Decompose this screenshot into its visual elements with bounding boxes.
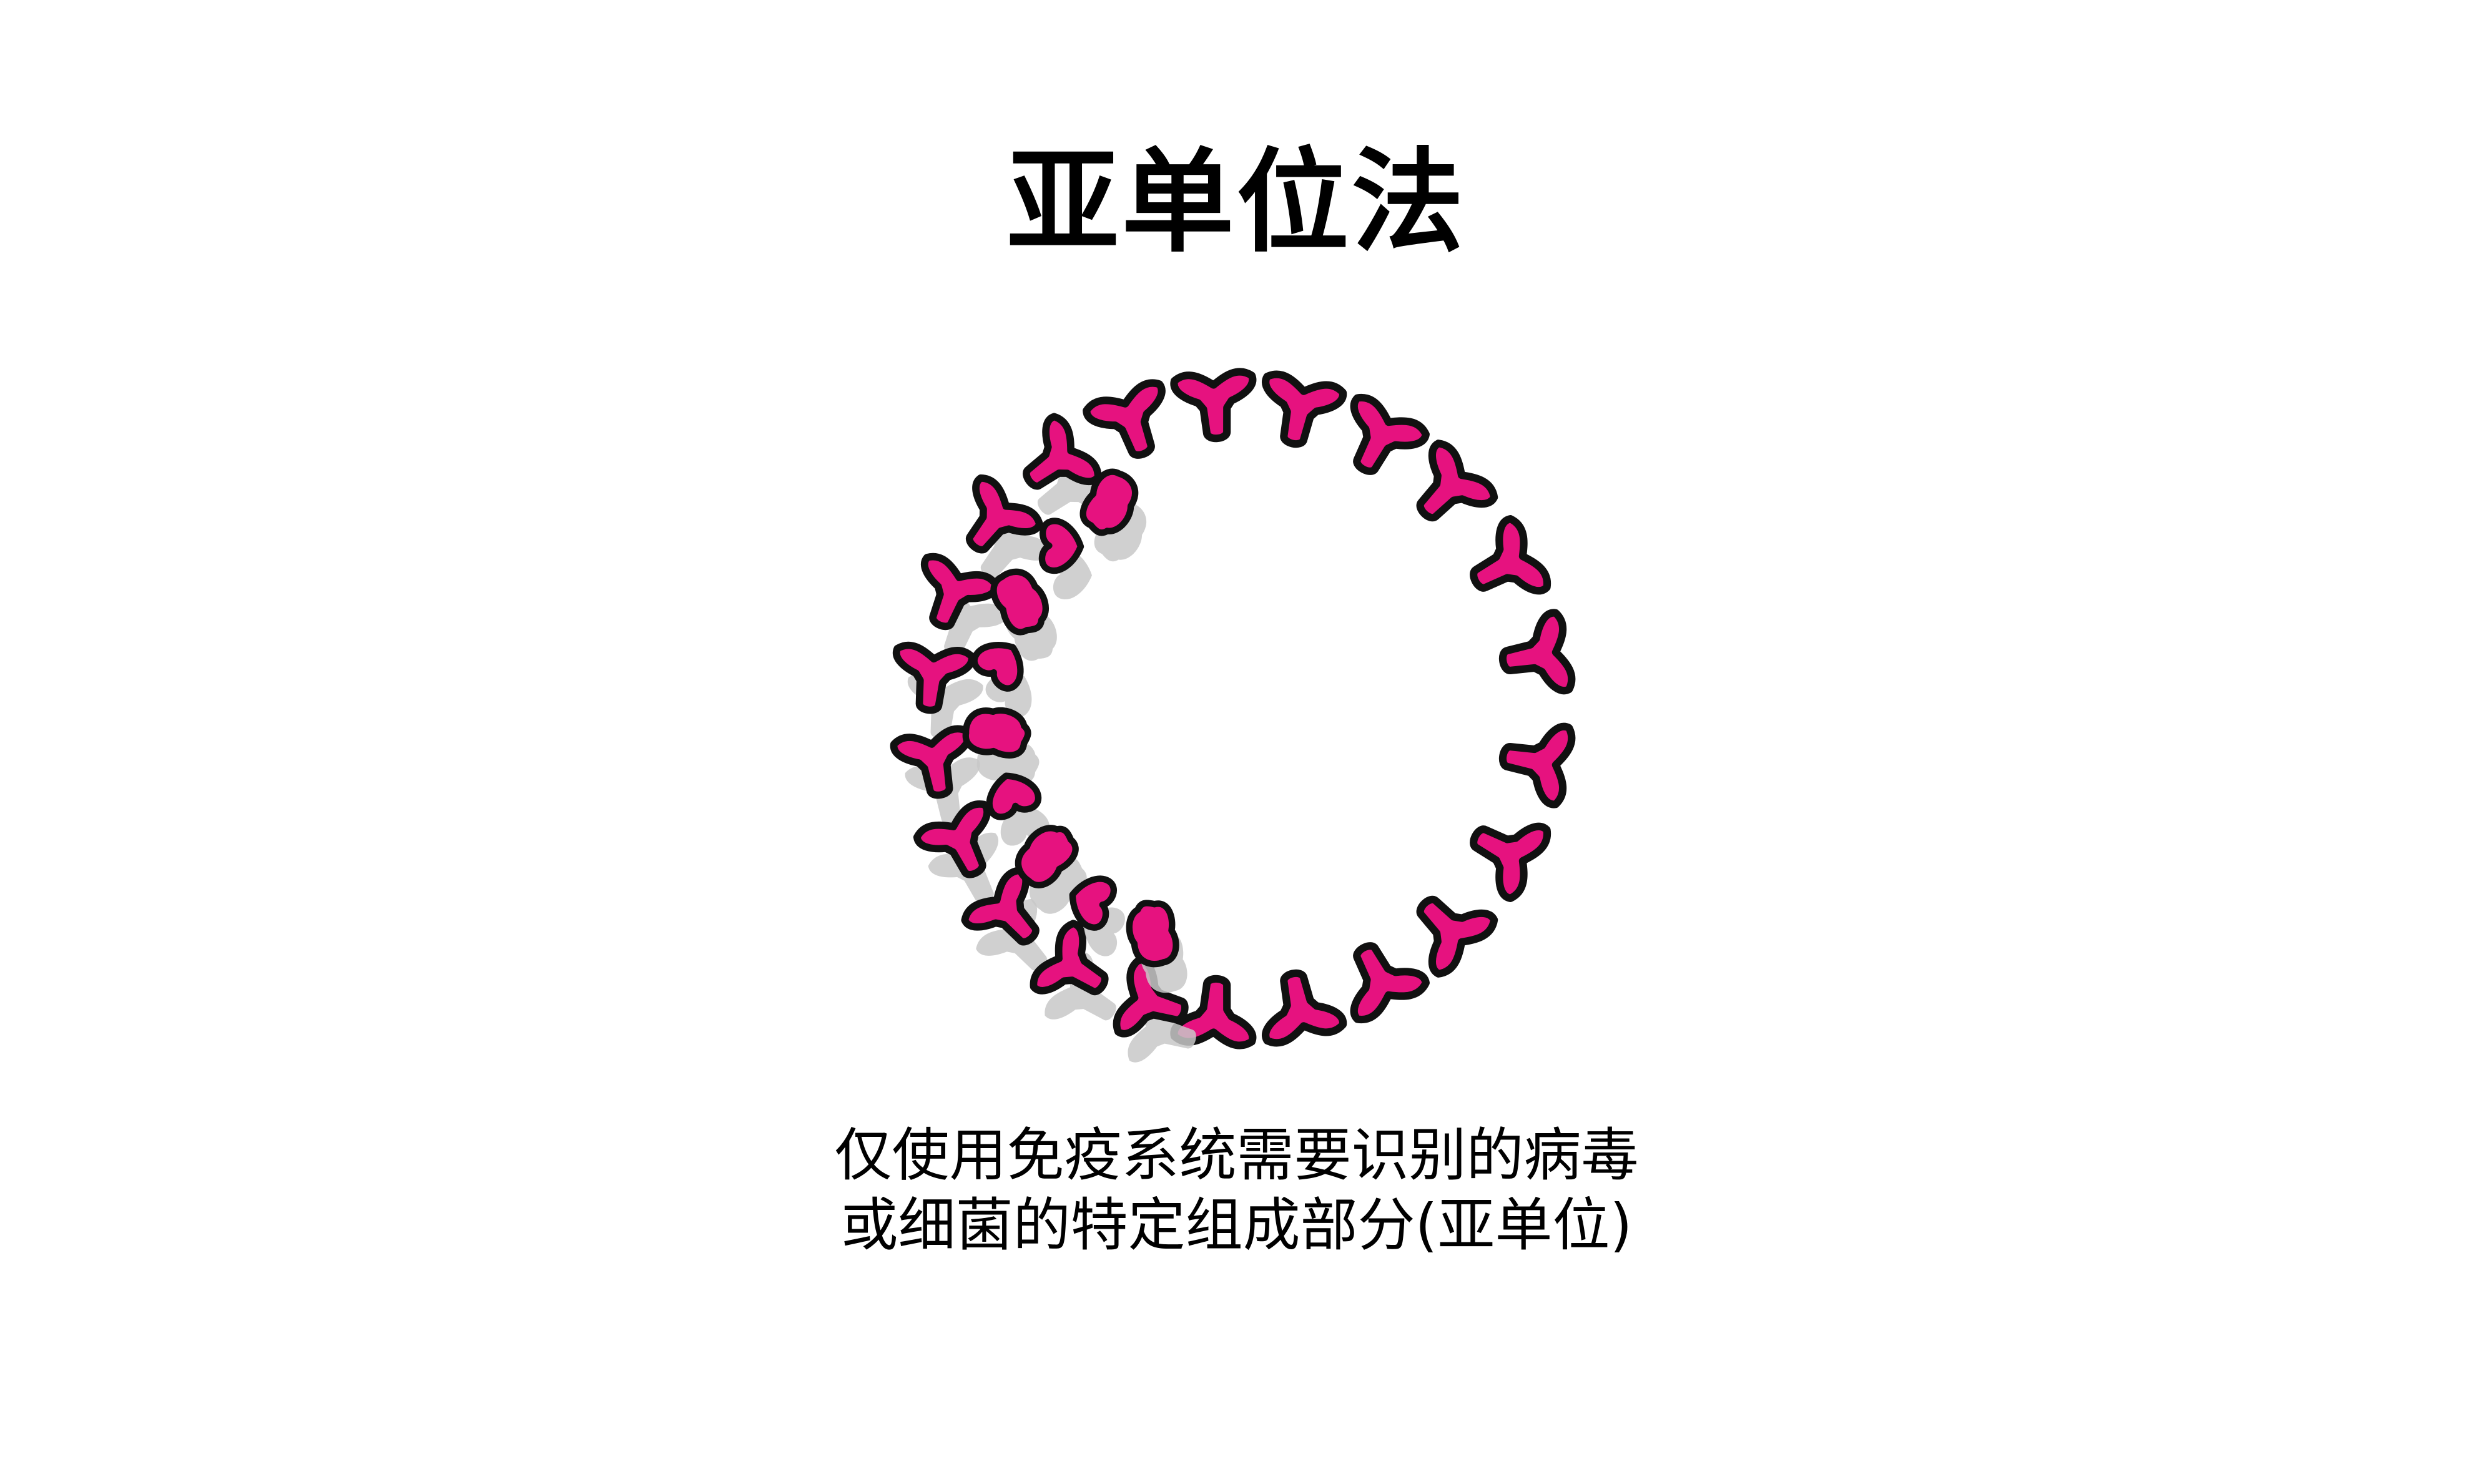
- protein-subunit: [1457, 801, 1551, 901]
- caption-line-1: 仅使用免疫系统需要识别的病毒: [834, 1122, 1639, 1189]
- loose-subunit-piece: [1126, 900, 1179, 968]
- protein-subunit: [1496, 717, 1573, 805]
- subunit-ring-illustration: [862, 350, 1611, 1068]
- protein-subunit: [1254, 372, 1345, 452]
- protein-subunit: [1496, 612, 1573, 700]
- description-caption: 仅使用免疫系统需要识别的病毒 或细菌的特定组成部分(亚单位): [0, 1121, 2473, 1260]
- protein-subunit: [1329, 393, 1428, 488]
- page-title: 亚单位法: [1006, 137, 1467, 268]
- protein-subunit: [1084, 380, 1181, 468]
- protein-subunit: [1329, 930, 1428, 1024]
- protein-subunit: [1254, 965, 1345, 1045]
- protein-subunit: [1174, 371, 1257, 441]
- protein-subunit: [1457, 516, 1551, 616]
- protein-subunit: [1396, 876, 1498, 977]
- protein-subunit: [1396, 440, 1498, 541]
- caption-line-2: 或细菌的特定组成部分(亚单位): [840, 1192, 1633, 1259]
